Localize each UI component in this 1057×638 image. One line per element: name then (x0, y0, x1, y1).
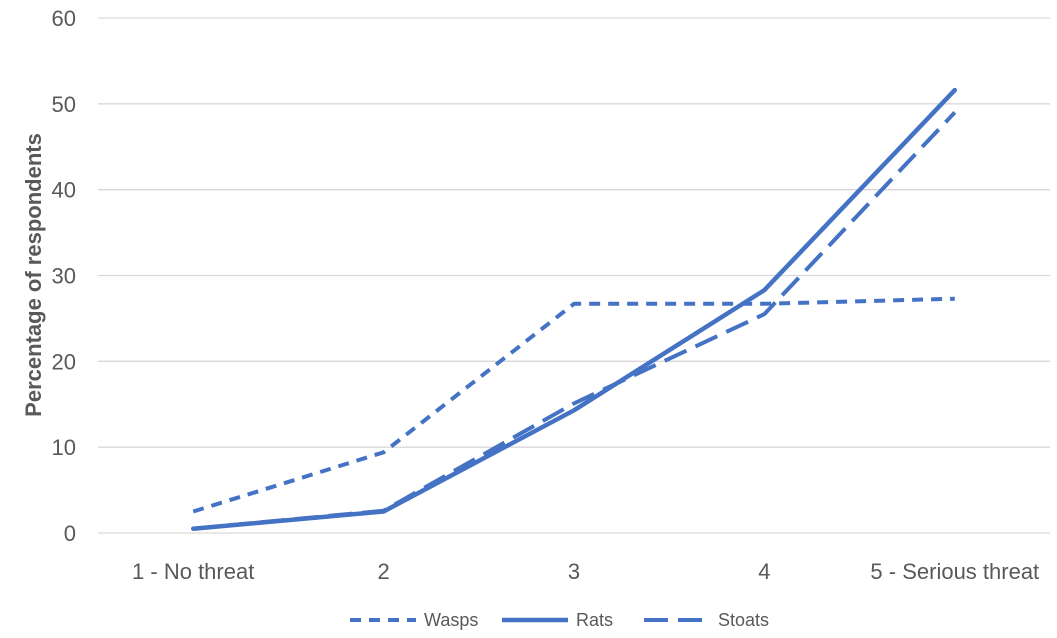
y-tick-label: 60 (52, 6, 76, 31)
series-line-stoats (193, 111, 957, 531)
x-tick-label: 4 (758, 559, 770, 584)
legend-label-rats: Rats (576, 610, 613, 630)
gridlines (98, 17, 1050, 534)
legend-label-stoats: Stoats (718, 610, 769, 630)
y-axis-ticks: 0 10 20 30 40 50 60 (52, 6, 76, 546)
x-tick-label: 3 (568, 559, 580, 584)
y-axis-label: Percentage of respondents (21, 133, 46, 417)
x-tick-label: 2 (377, 559, 389, 584)
legend: Wasps Rats Stoats (350, 610, 769, 630)
y-tick-label: 10 (52, 435, 76, 460)
y-tick-label: 40 (52, 178, 76, 203)
series-line-wasps (192, 296, 955, 514)
x-axis-ticks: 1 - No threat 2 3 4 5 - Serious threat (132, 559, 1039, 584)
y-tick-label: 30 (52, 264, 76, 289)
y-tick-label: 20 (52, 349, 76, 374)
x-tick-label: 1 - No threat (132, 559, 254, 584)
x-tick-label: 5 - Serious threat (870, 559, 1039, 584)
y-tick-label: 0 (64, 521, 76, 546)
series-lines (190, 87, 958, 531)
legend-label-wasps: Wasps (424, 610, 478, 630)
series-line-rats (190, 87, 958, 531)
y-tick-label: 50 (52, 92, 76, 117)
